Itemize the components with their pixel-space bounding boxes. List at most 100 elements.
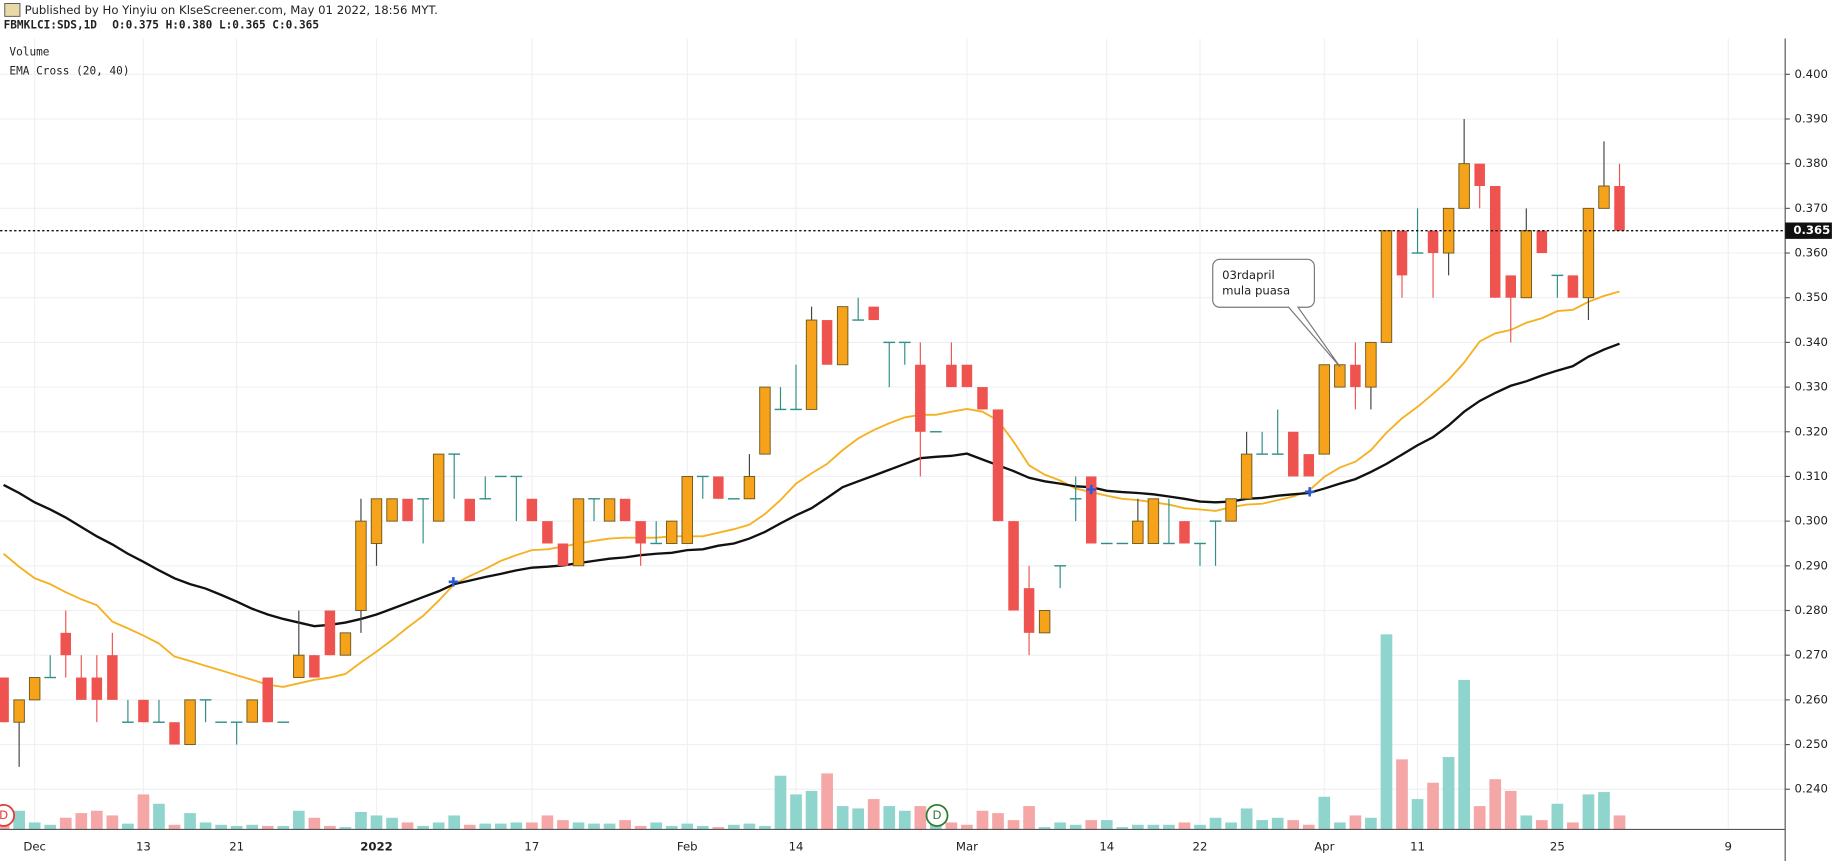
volume-bar	[199, 822, 212, 830]
volume-bar	[759, 825, 771, 830]
y-tick-label: 0.360	[1795, 246, 1828, 260]
volume-bar	[1178, 822, 1191, 830]
candle-body	[76, 677, 87, 700]
candle-body	[1240, 453, 1253, 500]
candle-body	[1567, 275, 1579, 298]
candle-body	[1318, 364, 1331, 455]
volume-bar	[665, 825, 678, 830]
volume-bar	[1489, 779, 1502, 830]
candle-body	[1458, 163, 1470, 209]
volume-bar	[805, 790, 818, 830]
candle-body	[386, 498, 398, 522]
candle-body	[1365, 341, 1377, 388]
cross-marker	[1305, 487, 1315, 497]
y-tick-label: 0.380	[1795, 156, 1828, 170]
event-label: D	[0, 808, 8, 822]
x-tick-label: 17	[524, 839, 539, 853]
volume-bar	[1054, 822, 1067, 830]
volume-bar	[914, 806, 927, 830]
candle-body	[1287, 431, 1299, 477]
event-circle	[0, 804, 15, 827]
y-tick-label: 0.330	[1795, 380, 1828, 394]
volume-bar	[106, 815, 119, 830]
volume-bar	[1318, 796, 1331, 830]
volume-bar	[743, 823, 756, 830]
volume-bar	[1427, 782, 1439, 830]
ema-line	[3, 342, 1620, 628]
symbol: FBMKLCI:SDS,1D	[4, 19, 98, 32]
candle-body	[681, 475, 693, 544]
ohlc-text: O:0.375 H:0.380 L:0.365 C:0.365	[112, 19, 319, 32]
volume-bar	[448, 815, 461, 830]
candle-body	[1536, 230, 1548, 254]
callout-box	[1212, 258, 1341, 368]
candle-body	[28, 677, 41, 701]
volume-bar	[603, 823, 616, 830]
candle-body	[743, 475, 756, 500]
volume-bar	[526, 822, 538, 830]
candle-body	[1489, 186, 1501, 298]
volume-bar	[246, 824, 259, 830]
volume-bar	[1069, 824, 1082, 830]
volume-bar	[308, 817, 321, 830]
volume-bar	[992, 813, 1004, 830]
event-circle	[925, 804, 949, 827]
volume-bar	[417, 825, 429, 830]
annotation-line: 03rdapril	[1222, 268, 1275, 282]
volume-bar	[821, 773, 833, 830]
x-tick-label: Dec	[23, 839, 46, 853]
candle-body	[635, 521, 646, 544]
volume-bar	[1551, 803, 1564, 830]
candle-body	[713, 476, 724, 499]
candle-body	[91, 677, 103, 700]
volume-bar	[961, 824, 973, 830]
published-text: Published by Ho Yinyiu on KlseScreener.c…	[25, 3, 438, 17]
candle-body	[1225, 498, 1237, 522]
volume-bar	[1023, 806, 1035, 830]
candle-body	[464, 498, 475, 522]
x-tick-label: Mar	[956, 839, 978, 853]
candle-body	[13, 699, 25, 723]
candle-body	[432, 453, 445, 522]
candle-body	[355, 520, 367, 611]
volume-bar	[1365, 817, 1377, 830]
candle-body	[1085, 476, 1097, 544]
y-tick-label: 0.240	[1795, 782, 1828, 796]
annotation-line: mula puasa	[1222, 283, 1290, 297]
x-tick-label: 14	[789, 839, 804, 853]
x-tick-label: 22	[1193, 839, 1208, 853]
y-tick-label: 0.320	[1795, 424, 1828, 438]
volume-bar	[852, 808, 865, 830]
candle-body	[977, 387, 988, 410]
candle-body	[542, 521, 553, 544]
volume-bar	[945, 822, 958, 830]
cross-marker	[448, 577, 459, 587]
candle-body	[961, 364, 973, 388]
x-tick-label: 21	[229, 839, 244, 853]
candle-body	[1582, 207, 1595, 299]
x-tick-label: 11	[1410, 839, 1425, 853]
candle-body	[1147, 498, 1160, 544]
volume-bar	[557, 820, 569, 830]
volume-label: Volume	[9, 46, 49, 59]
candle-body	[759, 386, 771, 455]
axes: 0.240 0.250 0.260 0.270 0.280 0.290 0.300 0.310…	[0, 67, 1832, 853]
candle-body	[915, 364, 926, 432]
y-tick-label: 0.250	[1795, 737, 1828, 751]
volume-bar	[494, 823, 507, 830]
annotation: 03rdapril mula puasa	[1212, 258, 1341, 368]
candle-body	[339, 632, 352, 656]
candle-body	[1023, 588, 1035, 633]
x-tick-label: Feb	[677, 839, 698, 853]
candle-body	[1132, 520, 1144, 544]
volume-bar	[1100, 820, 1113, 830]
candle-body	[1334, 364, 1346, 388]
volume-bar	[1147, 824, 1160, 830]
volume-bar	[1302, 824, 1315, 830]
candle-body	[526, 498, 538, 522]
volume-bar	[386, 817, 398, 830]
volume-bar	[883, 806, 896, 830]
volume-bar	[1038, 827, 1051, 830]
